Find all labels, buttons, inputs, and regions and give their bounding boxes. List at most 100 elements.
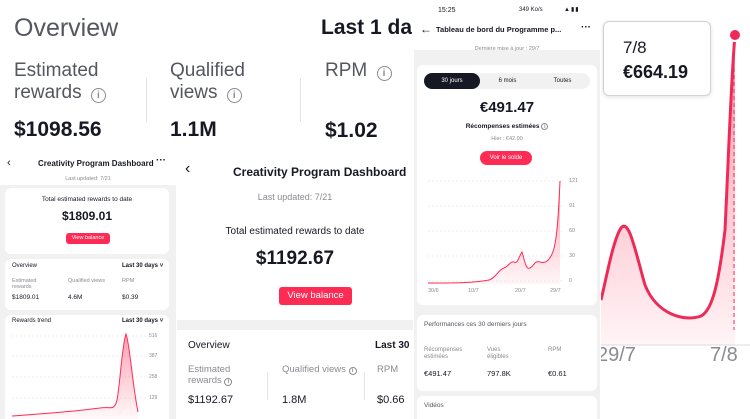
total-value: €491.47 (479, 99, 535, 116)
zoomed-chart (601, 28, 750, 346)
yesterday-value: Hier : €42.00 (491, 136, 523, 142)
info-icon[interactable]: i (90, 88, 106, 103)
header-bar (0, 150, 176, 185)
tooltip-date: 7/8 (623, 38, 647, 57)
status-icons: ▲▮▮ (564, 7, 580, 13)
x-tick: 7/8 (710, 344, 738, 366)
info-icon[interactable]: i (224, 378, 233, 386)
tab-30-jours[interactable]: 30 jours (424, 73, 480, 89)
x-tick: 29/7 (601, 344, 636, 366)
period-selector[interactable]: Last 30 (375, 340, 410, 351)
trend-title: Rewards trend (12, 318, 52, 324)
videos-title: Vidéos (424, 402, 444, 409)
metric-label: Qualified (170, 60, 245, 81)
back-icon[interactable]: ‹ (7, 157, 11, 169)
tooltip-value: €664.19 (623, 62, 689, 82)
dashboard-title: Creativity Program Dashboard (233, 165, 407, 179)
rewards-trend-card (5, 315, 169, 419)
info-icon[interactable]: i (348, 367, 357, 375)
more-icon[interactable]: ··· (581, 22, 591, 33)
status-time: 15:25 (438, 7, 456, 14)
x-tick: 10/7 (468, 288, 479, 294)
status-bar (414, 0, 600, 50)
chart-tooltip (603, 21, 711, 96)
dashboard-panel-french: 15:25 349 Ko/s ▲▮▮ ← Tableau de bord du … (414, 0, 600, 419)
info-icon[interactable]: i (541, 123, 549, 130)
metric-value: $1192.67 (188, 394, 234, 406)
metric-label: Qualified views (68, 278, 105, 284)
metric-label: Vues éligibles (487, 347, 509, 360)
view-balance-button[interactable]: Voir le solde (480, 151, 532, 165)
metric-value: 1.1M (170, 118, 217, 141)
dashboard-title: Tableau de bord du Programme p... (436, 25, 562, 34)
y-tick: 387 (149, 353, 158, 359)
metric-value: 4.6M (68, 294, 83, 301)
metric-value: $0.39 (122, 294, 139, 301)
dashboard-panel-medium: ‹ Creativity Program Dashboard Last upda… (177, 150, 413, 419)
info-icon[interactable]: i (226, 88, 242, 103)
last-updated: Last updated: 7/21 (65, 176, 111, 182)
status-speed: 349 Ko/s (519, 7, 543, 13)
metric-label: RPM (548, 347, 562, 353)
total-label: Récompenses estimées i (417, 123, 597, 130)
more-icon[interactable]: ··· (156, 155, 166, 166)
back-icon[interactable]: ‹ (185, 160, 191, 177)
metric-value: 797.8K (487, 369, 511, 378)
metric-value: €491.47 (424, 369, 452, 378)
metric-estimated-rewards: Estimated rewards i $1098.56 (14, 60, 134, 142)
total-label: Total estimated rewards to date (225, 226, 365, 237)
total-value: $1809.01 (61, 209, 113, 223)
overview-card (177, 330, 413, 419)
y-tick: 0 (569, 278, 573, 284)
metric-label: Qualified views i (282, 364, 357, 375)
metric-value: $1.02 (325, 119, 378, 142)
rewards-card (417, 65, 597, 305)
divider (146, 78, 147, 122)
metric-value: 1.8M (282, 394, 307, 406)
overview-title: Overview (14, 14, 119, 42)
y-tick: 91 (569, 203, 576, 209)
metric-label: views (170, 82, 218, 103)
metric-qualified-views: Qualified views i 1.1M (170, 60, 290, 142)
view-balance-button[interactable]: View balance (279, 287, 352, 305)
tab-toutes[interactable]: Toutes (553, 78, 572, 84)
trend-period-selector[interactable]: Last 30 days ˅ (122, 318, 164, 324)
info-icon[interactable]: i (376, 66, 392, 81)
metric-label: Estimated (14, 60, 99, 81)
overview-card (5, 259, 169, 310)
last-updated: Dernière mise à jour : 29/7 (474, 46, 540, 52)
x-tick: 29/7 (550, 288, 561, 294)
header-bar (177, 150, 413, 210)
rewards-chart (427, 180, 564, 284)
metric-label: Estimated rewards (12, 278, 37, 290)
divider (364, 372, 365, 400)
divider (267, 372, 268, 400)
metric-label: RPM (377, 364, 399, 375)
overview-panel-1day: Overview Last 1 day Estimated rewards i … (0, 0, 412, 150)
performance-card (417, 315, 597, 391)
total-label: Total estimated rewards to date (41, 196, 133, 203)
x-tick: 20/7 (515, 288, 526, 294)
metric-value: $1809.01 (12, 294, 40, 301)
dashboard-panel-small: ‹ Creativity Program Dashboard ··· Last … (0, 150, 176, 419)
videos-card (417, 396, 597, 419)
performance-title: Performances ces 30 derniers jours (424, 321, 527, 328)
back-arrow-icon[interactable]: ← (420, 22, 432, 36)
total-value: $1192.67 (255, 248, 335, 269)
overview-title: Overview (12, 263, 38, 269)
y-tick: 121 (569, 178, 579, 184)
overview-title: Overview (188, 340, 230, 351)
y-tick: 129 (149, 395, 158, 401)
view-balance-button[interactable]: View balance (66, 233, 110, 244)
metric-rpm: RPM i $1.02 (325, 60, 405, 143)
period-selector[interactable]: Last 30 days ˅ (122, 263, 164, 269)
metric-label: rewards (14, 82, 82, 103)
period-selector[interactable]: Last 1 day (321, 16, 412, 39)
metric-label: RPM (325, 60, 368, 81)
last-updated: Last updated: 7/21 (257, 192, 333, 202)
metric-label: RPM (122, 278, 135, 284)
tab-6-mois[interactable]: 6 mois (498, 78, 517, 84)
divider (300, 78, 301, 122)
y-tick: 30 (569, 253, 576, 259)
trend-chart (11, 332, 146, 419)
